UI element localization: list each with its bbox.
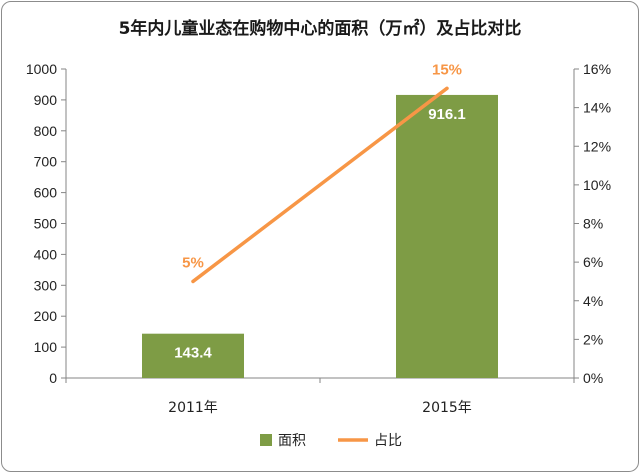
right-tick-label: 0% [583,370,603,386]
legend-bar-label: 面积 [278,433,306,449]
line-point [191,279,195,283]
line-point [445,86,449,90]
right-tick-label: 16% [583,61,611,77]
chart-title: 5年内儿童业态在购物中心的面积（万㎡）及占比对比 [118,19,522,39]
left-tick-label: 700 [34,154,58,170]
left-tick-label: 400 [34,246,58,262]
left-tick-label: 200 [34,308,58,324]
right-tick-label: 8% [583,216,603,232]
series-line [191,86,449,284]
x-tick-label: 2011年 [168,400,218,416]
line-data-label: 15% [432,61,462,78]
left-tick-label: 600 [34,185,58,201]
left-tick-label: 500 [34,216,58,232]
legend-bar-swatch [260,434,272,446]
left-tick-label: 100 [34,339,58,355]
left-tick-label: 900 [34,92,58,108]
bar [396,94,498,378]
left-tick-label: 300 [34,277,58,293]
right-tick-label: 10% [583,177,611,193]
left-tick-label: 1000 [26,61,57,77]
left-tick-label: 800 [34,123,58,139]
legend-line-label: 占比 [374,433,402,449]
x-tick-label: 2015年 [422,400,472,416]
right-tick-label: 6% [583,254,603,270]
right-tick-label: 14% [583,100,611,116]
bar-data-label: 143.4 [174,345,212,362]
bar [142,333,244,378]
right-tick-label: 4% [583,293,603,309]
right-tick-label: 12% [583,138,611,154]
line-data-label: 5% [182,254,204,271]
right-tick-label: 2% [583,331,603,347]
bar-data-label: 916.1 [428,106,466,123]
left-tick-label: 0 [49,370,57,386]
